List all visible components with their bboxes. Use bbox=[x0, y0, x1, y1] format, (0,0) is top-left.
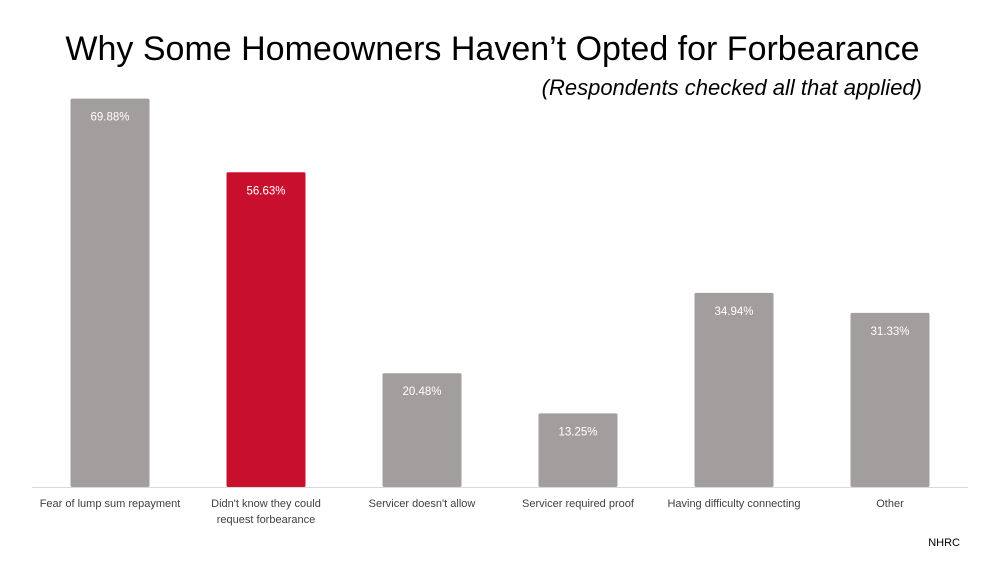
category-label-5: Other bbox=[876, 498, 904, 510]
data-label-1: 56.63% bbox=[246, 185, 285, 197]
bar-3 bbox=[538, 413, 618, 487]
bar-0 bbox=[70, 98, 150, 487]
data-label-5: 31.33% bbox=[870, 326, 909, 338]
category-label-1-line-1: request forbearance bbox=[217, 514, 315, 526]
source-label: NHRC bbox=[928, 537, 960, 549]
category-label-0: Fear of lump sum repayment bbox=[40, 498, 181, 510]
data-label-0: 69.88% bbox=[90, 112, 129, 124]
category-label-3: Servicer required proof bbox=[522, 498, 635, 510]
category-label-2: Servicer doesn't allow bbox=[369, 498, 476, 510]
chart-title: Why Some Homeowners Haven’t Opted for Fo… bbox=[65, 30, 920, 68]
bar-2 bbox=[382, 373, 462, 487]
bar-5 bbox=[850, 312, 930, 487]
bar-1 bbox=[226, 172, 306, 487]
category-label-1-line-0: Didn't know they could bbox=[211, 498, 321, 510]
data-label-3: 13.25% bbox=[558, 426, 597, 438]
data-label-2: 20.48% bbox=[402, 386, 441, 398]
chart-subtitle: (Respondents checked all that applied) bbox=[541, 75, 922, 100]
category-label-4: Having difficulty connecting bbox=[667, 498, 800, 510]
bar-4 bbox=[694, 292, 774, 487]
data-label-4: 34.94% bbox=[714, 306, 753, 318]
